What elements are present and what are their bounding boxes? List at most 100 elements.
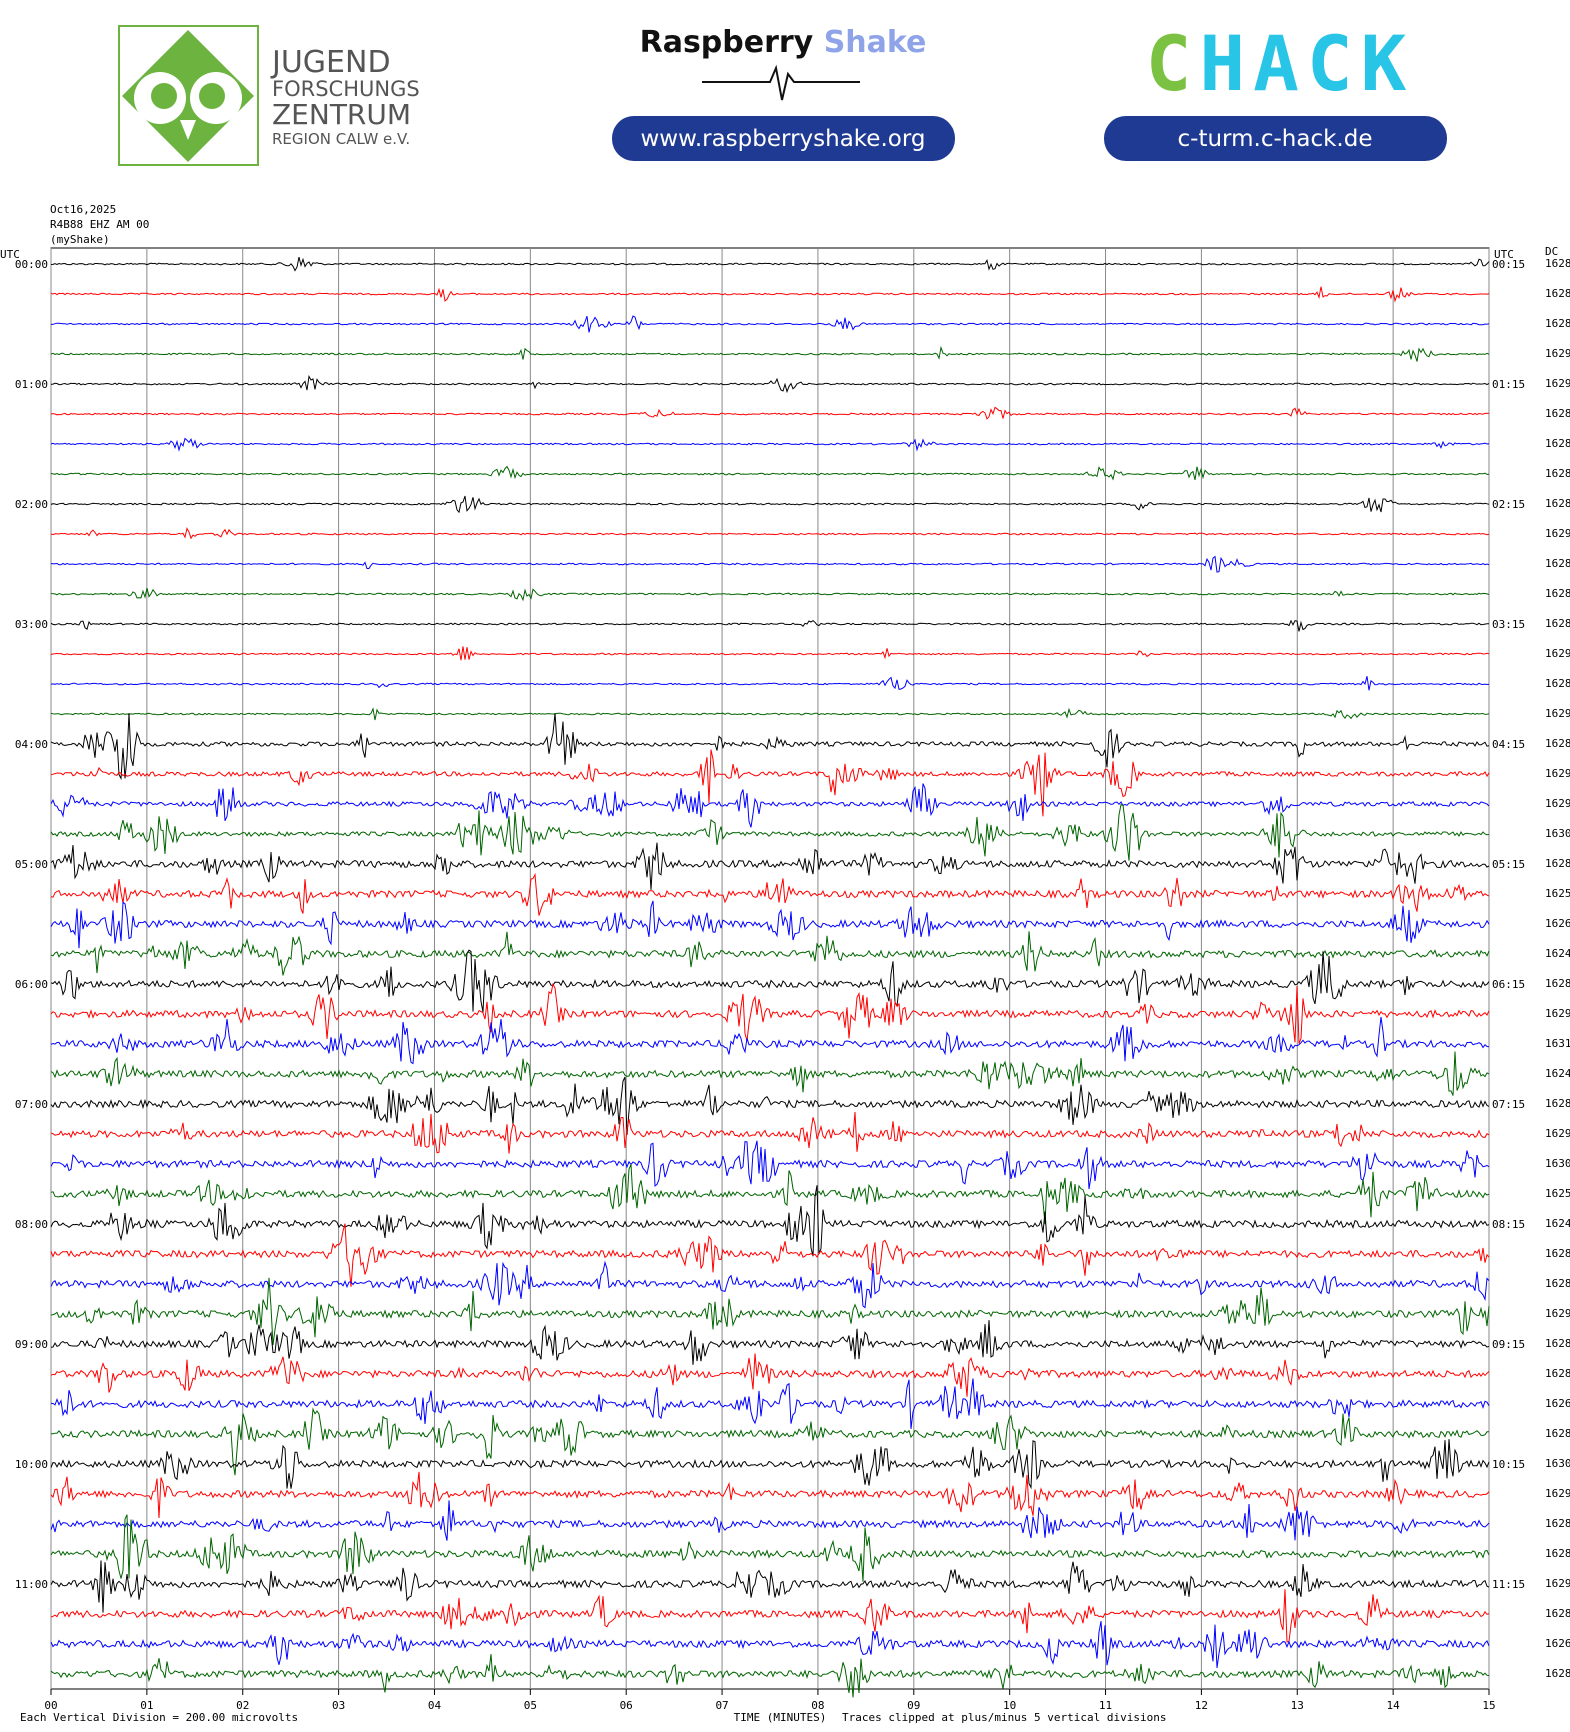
x-tick-label: 00 [44, 1699, 57, 1712]
dc-value: 16288 [1545, 287, 1570, 300]
x-tick-label: 05 [524, 1699, 537, 1712]
dc-value: 16283 [1545, 977, 1570, 990]
x-tick-label: 10 [1003, 1699, 1016, 1712]
dc-value: 16288 [1545, 1097, 1570, 1110]
plot-frame [50, 247, 1490, 1690]
x-tick-label: 01 [140, 1699, 153, 1712]
row-label: 00:00 [15, 258, 48, 271]
trace [50, 949, 1490, 1013]
trace [50, 1164, 1490, 1225]
trace [50, 1589, 1490, 1643]
header-text: (myShake) [50, 233, 110, 246]
trace [50, 1140, 1490, 1190]
trace [50, 526, 1490, 540]
trace [50, 1223, 1490, 1287]
trace [50, 1439, 1490, 1490]
trace [50, 374, 1490, 394]
trace [50, 1016, 1490, 1065]
trace [50, 1621, 1490, 1668]
dc-value: 16243 [1545, 1067, 1570, 1080]
dc-value: 16287 [1545, 317, 1570, 330]
trace [50, 1378, 1490, 1429]
trace [50, 1500, 1490, 1541]
x-tick-label: 12 [1195, 1699, 1208, 1712]
row-label: 09:00 [15, 1338, 48, 1351]
trace [50, 646, 1490, 661]
dc-value: 16319 [1545, 1037, 1570, 1050]
row-label: 08:00 [15, 1218, 48, 1231]
row-label: 06:15 [1492, 978, 1525, 991]
trace [50, 495, 1490, 514]
row-label: 05:00 [15, 858, 48, 871]
row-label: 02:15 [1492, 498, 1525, 511]
dc-value: 16283 [1545, 1517, 1570, 1530]
trace [50, 1471, 1490, 1519]
trace [50, 982, 1490, 1044]
utc-label: UTC [0, 248, 20, 261]
dc-value: 16288 [1545, 557, 1570, 570]
url: c-turm.c-hack.de [1178, 126, 1373, 152]
row-label: 06:00 [15, 978, 48, 991]
row-label: 05:15 [1492, 858, 1525, 871]
dc-value: 16302 [1545, 1457, 1570, 1470]
dc-value: 16304 [1545, 827, 1570, 840]
trace [50, 1654, 1490, 1698]
trace [50, 555, 1490, 573]
dc-value: 16289 [1545, 437, 1570, 450]
row-label: 07:00 [15, 1098, 48, 1111]
row-label: 03:00 [15, 618, 48, 631]
x-tick-label: 06 [620, 1699, 633, 1712]
trace [50, 749, 1490, 817]
trace [50, 1320, 1490, 1365]
row-label: 01:00 [15, 378, 48, 391]
dc-value: 16244 [1545, 1217, 1570, 1230]
row-label: 03:15 [1492, 618, 1525, 631]
trace [50, 712, 1490, 781]
dc-value: 16298 [1545, 1487, 1570, 1500]
dc-value: 16286 [1545, 497, 1570, 510]
logo-text: Shake [824, 25, 927, 60]
row-label: 11:00 [15, 1578, 48, 1591]
dc-value: 16284 [1545, 587, 1570, 600]
header-text: Oct16,2025 [50, 203, 116, 216]
dc-value: 16289 [1545, 617, 1570, 630]
dc-value: 16289 [1545, 407, 1570, 420]
url: www.raspberryshake.org [641, 126, 926, 152]
dc-value: 16288 [1545, 677, 1570, 690]
dc-value: 16258 [1545, 1187, 1570, 1200]
trace [50, 406, 1490, 420]
row-label: 11:15 [1492, 1578, 1525, 1591]
logo-text: Raspberry Shake [640, 25, 927, 60]
dc-value: 16289 [1545, 257, 1570, 270]
dc-value: 16285 [1545, 857, 1570, 870]
trace [50, 842, 1490, 890]
trace [50, 707, 1490, 721]
dc-value: 16266 [1545, 1397, 1570, 1410]
trace [50, 783, 1490, 828]
trace [50, 1076, 1490, 1135]
trace [50, 1051, 1490, 1096]
row-label: 02:00 [15, 498, 48, 511]
dc-value: 16257 [1545, 887, 1570, 900]
dc-value: 16269 [1545, 1637, 1570, 1650]
trace [50, 345, 1490, 362]
row-label: 04:00 [15, 738, 48, 751]
x-tick-label: 11 [1099, 1699, 1112, 1712]
trace [50, 931, 1490, 976]
trace [50, 1353, 1490, 1397]
row-label: 10:15 [1492, 1458, 1525, 1471]
x-tick-label: 04 [428, 1699, 442, 1712]
trace [51, 1407, 1489, 1476]
logo-text: Raspberry [640, 25, 814, 60]
x-tick-label: 07 [715, 1699, 728, 1712]
dc-value: 16287 [1545, 1247, 1570, 1260]
utc-label: UTC [1494, 248, 1514, 261]
x-tick-label: 02 [236, 1699, 249, 1712]
